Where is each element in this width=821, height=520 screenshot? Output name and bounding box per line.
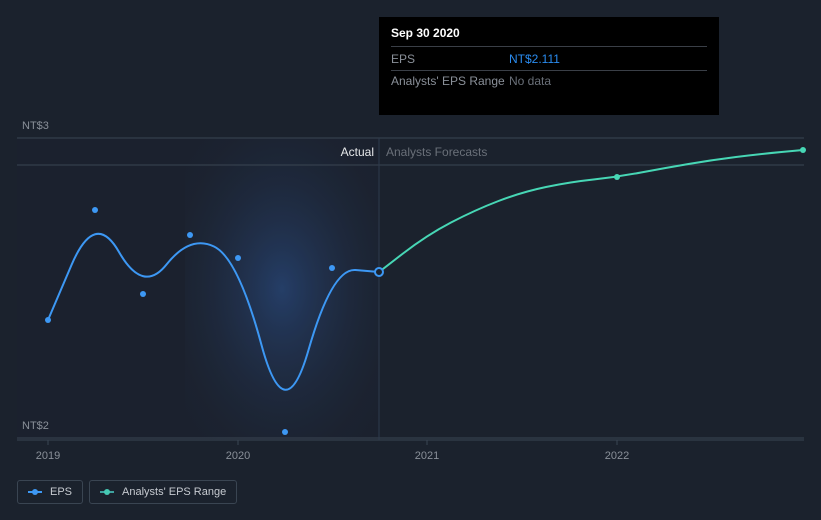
tooltip: Sep 30 2020 EPS NT$2.111 Analysts' EPS R… — [379, 17, 719, 115]
legend-label: EPS — [50, 486, 72, 498]
tooltip-row-label: Analysts' EPS Range — [391, 73, 509, 90]
section-label-forecast: Analysts Forecasts — [386, 145, 487, 159]
tooltip-date: Sep 30 2020 — [391, 25, 707, 47]
tooltip-row-value: NT$2.111 — [509, 51, 560, 68]
eps-chart: { "layout": { "width": 821, "height": 52… — [0, 0, 821, 520]
legend-item-eps[interactable]: EPS — [17, 480, 83, 504]
legend: EPS Analysts' EPS Range — [17, 480, 237, 504]
x-tick-label: 2022 — [605, 450, 629, 462]
legend-swatch-icon — [28, 488, 42, 496]
y-tick-label: NT$2 — [22, 420, 49, 432]
legend-item-analysts-range[interactable]: Analysts' EPS Range — [89, 480, 237, 504]
x-tick-label: 2019 — [36, 450, 60, 462]
legend-label: Analysts' EPS Range — [122, 486, 226, 498]
section-label-actual: Actual — [310, 145, 374, 159]
tooltip-row-label: EPS — [391, 51, 509, 68]
x-tick-label: 2020 — [226, 450, 250, 462]
x-tick-label: 2021 — [415, 450, 439, 462]
legend-swatch-icon — [100, 488, 114, 496]
y-tick-label: NT$3 — [22, 120, 49, 132]
tooltip-row-value: No data — [509, 73, 551, 90]
